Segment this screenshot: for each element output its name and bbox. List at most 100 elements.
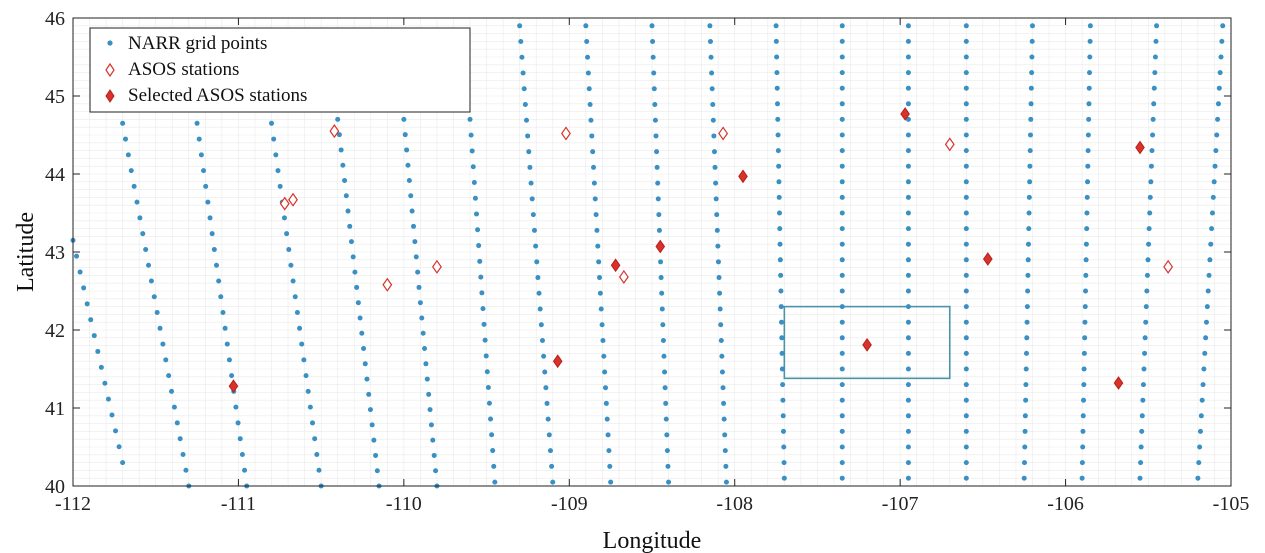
narr-grid-point	[963, 397, 969, 403]
asos-station-marker	[944, 137, 955, 152]
narr-grid-point	[660, 322, 666, 328]
narr-grid-point	[963, 335, 969, 341]
y-tick-label: 45	[45, 86, 65, 108]
narr-grid-point	[839, 226, 845, 232]
narr-grid-point	[905, 101, 911, 107]
narr-grid-point	[905, 288, 911, 294]
narr-grid-point	[1027, 163, 1033, 169]
narr-grid-point	[905, 210, 911, 216]
narr-grid-point	[963, 413, 969, 419]
narr-grid-point	[177, 436, 183, 442]
narr-grid-point	[905, 148, 911, 154]
narr-grid-point	[839, 148, 845, 154]
narr-grid-point	[963, 350, 969, 356]
x-tick-label: -107	[882, 493, 919, 515]
narr-grid-point	[775, 116, 781, 122]
narr-grid-point	[963, 85, 969, 91]
narr-grid-point	[839, 444, 845, 450]
narr-grid-point	[839, 382, 845, 388]
narr-grid-point	[1218, 54, 1224, 60]
narr-grid-point	[347, 223, 353, 229]
narr-grid-point	[963, 23, 969, 29]
narr-grid-point	[203, 183, 209, 189]
narr-grid-point	[1084, 194, 1090, 200]
y-tick-label: 43	[45, 242, 65, 264]
narr-grid-point	[299, 341, 305, 347]
narr-grid-point	[963, 444, 969, 450]
x-tick-label: -109	[551, 493, 588, 515]
narr-grid-point	[209, 231, 215, 237]
narr-grid-point	[905, 257, 911, 263]
narr-grid-point	[406, 178, 412, 183]
narr-grid-point	[340, 162, 346, 168]
narr-grid-point	[1215, 101, 1221, 107]
narr-grid-point	[84, 301, 90, 307]
narr-grid-point	[963, 366, 969, 372]
narr-grid-point	[157, 325, 163, 331]
narr-grid-point	[128, 168, 134, 174]
asos-station-marker	[561, 126, 571, 141]
narr-grid-point	[1024, 319, 1030, 325]
narr-grid-point	[160, 341, 166, 347]
legend-label-narr-grid-points: NARR grid points	[128, 33, 267, 54]
narr-grid-point	[1081, 397, 1087, 403]
narr-grid-point	[776, 163, 782, 169]
narr-grid-point	[541, 353, 547, 359]
narr-grid-point	[1029, 70, 1035, 76]
narr-grid-point	[113, 428, 119, 434]
narr-grid-point	[1027, 148, 1033, 154]
narr-grid-point	[653, 133, 659, 139]
narr-grid-point	[905, 304, 911, 310]
narr-grid-point	[174, 420, 180, 426]
narr-grid-point	[488, 416, 494, 422]
narr-grid-point	[1209, 226, 1215, 232]
y-tick-label: 42	[45, 320, 65, 342]
narr-grid-point	[605, 432, 611, 438]
narr-grid-point	[1213, 148, 1219, 154]
narr-grid-point	[1140, 397, 1146, 403]
narr-grid-point	[839, 132, 845, 138]
narr-grid-point	[839, 163, 845, 169]
narr-grid-point	[549, 463, 555, 469]
narr-grid-point	[98, 364, 104, 370]
narr-grid-point	[413, 254, 419, 260]
narr-grid-point	[1214, 132, 1220, 138]
narr-grid-point	[171, 404, 177, 410]
narr-grid-point	[662, 385, 668, 391]
narr-grid-point	[905, 85, 911, 91]
narr-grid-point	[600, 337, 606, 343]
narr-grid-point	[839, 101, 845, 107]
narr-grid-point	[652, 101, 658, 107]
narr-grid-point	[361, 346, 367, 352]
narr-grid-point	[169, 388, 175, 394]
narr-grid-point	[524, 117, 530, 123]
narr-grid-point	[1025, 257, 1031, 263]
narr-grid-point	[963, 288, 969, 294]
narr-grid-point	[194, 120, 200, 126]
narr-grid-point	[1202, 350, 1208, 356]
narr-grid-point	[369, 422, 375, 428]
narr-grid-point	[281, 215, 287, 221]
narr-grid-point	[95, 348, 101, 354]
narr-grid-point	[1028, 101, 1034, 107]
narr-grid-point	[405, 162, 411, 168]
narr-grid-point	[721, 400, 727, 406]
narr-grid-point	[371, 437, 377, 443]
asos-station-marker	[288, 192, 298, 207]
narr-grid-point	[478, 274, 484, 280]
narr-grid-point	[1207, 257, 1213, 263]
narr-grid-point	[1152, 70, 1158, 76]
narr-grid-point	[649, 23, 655, 29]
narr-grid-point	[1085, 163, 1091, 169]
narr-grid-point	[780, 397, 786, 403]
narr-grid-point	[290, 278, 296, 284]
narr-grid-point	[591, 164, 597, 170]
narr-grid-point	[839, 23, 845, 29]
y-tick-label: 41	[45, 398, 65, 420]
narr-grid-point	[125, 152, 131, 158]
asos-station-marker	[432, 259, 442, 274]
narr-grid-point	[775, 132, 781, 138]
narr-grid-point	[1086, 85, 1092, 91]
narr-grid-point	[211, 246, 217, 252]
narr-grid-point	[779, 335, 785, 341]
